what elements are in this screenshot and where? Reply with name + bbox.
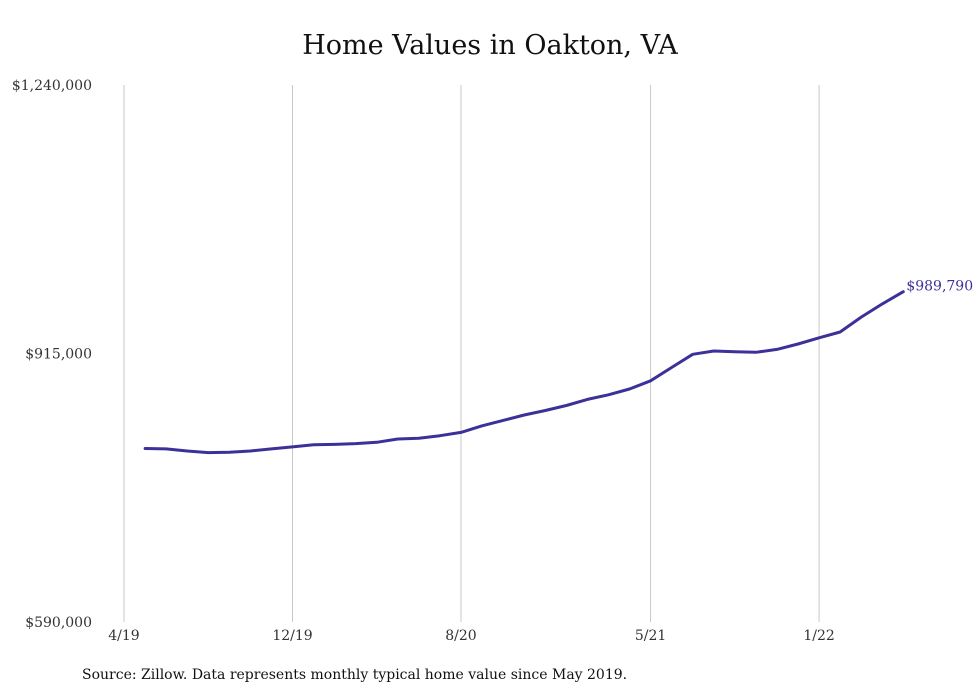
series-layer: $989,790 [143,279,973,455]
gridlines [123,85,820,622]
y-tick-label: $1,240,000 [12,78,92,94]
y-axis: $1,240,000 $915,000 $590,000 [12,78,92,631]
source-note: Source: Zillow. Data represents monthly … [82,667,628,683]
x-tick-label: 1/22 [803,628,834,644]
x-tick-label: 12/19 [272,628,312,644]
x-tick-label: 8/20 [445,628,476,644]
x-tick-label: 5/21 [635,628,666,644]
chart-title: Home Values in Oakton, VA [302,30,678,61]
y-tick-label: $590,000 [25,615,92,631]
series-line [143,290,905,455]
y-tick-label: $915,000 [25,347,92,363]
x-tick-label: 4/19 [108,628,139,644]
x-axis: 4/19 12/19 8/20 5/21 1/22 [108,628,835,644]
end-value-label: $989,790 [906,279,973,295]
